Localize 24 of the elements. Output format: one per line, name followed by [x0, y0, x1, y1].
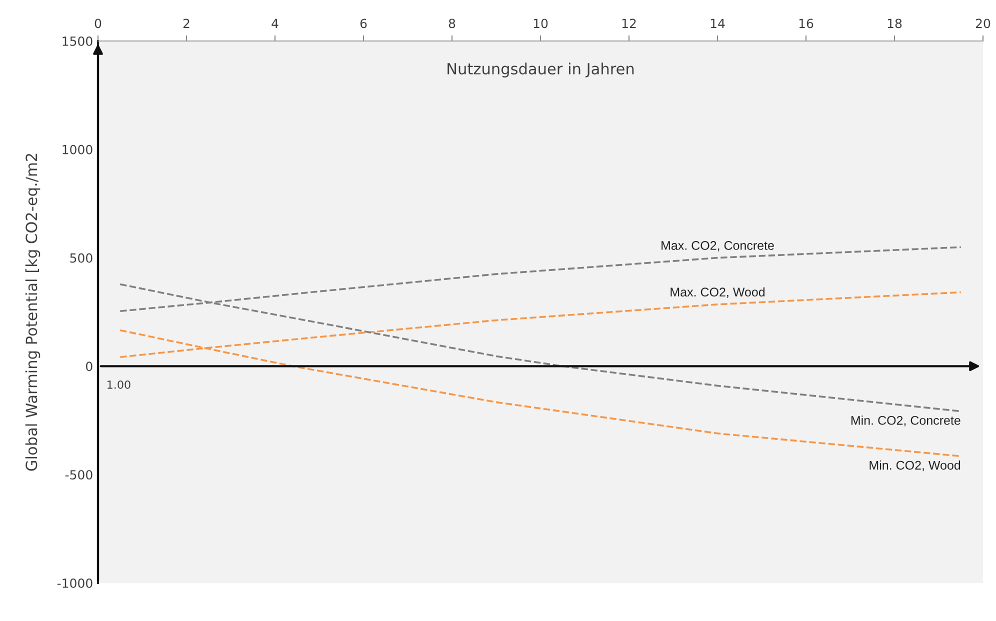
- y-tick-label: -1000: [57, 578, 92, 588]
- y-axis-title: Global Warming Potential [kg CO2-eq./m2: [25, 154, 40, 471]
- annotation: 1.00: [108, 380, 130, 389]
- x-tick-label: 6: [360, 18, 367, 28]
- x-tick-label: 18: [888, 18, 902, 28]
- x-tick-label: 16: [799, 18, 814, 28]
- y-tick-label: 1000: [62, 144, 92, 154]
- x-tick-label: 20: [976, 18, 990, 28]
- x-axis-title: Nutzungsdauer in Jahren: [448, 62, 634, 78]
- x-tick-label: 10: [534, 18, 548, 28]
- x-tick-label: 14: [710, 18, 725, 28]
- series-label: Min. CO2, Concrete: [851, 416, 960, 426]
- x-tick-label: 0: [94, 18, 102, 28]
- series-label: Max. CO2, Concrete: [662, 241, 774, 252]
- y-tick-label: 500: [70, 253, 92, 263]
- series-label: Min. CO2, Wood: [870, 460, 960, 472]
- series-label: Max. CO2, Wood: [670, 287, 765, 298]
- y-tick-label: 1500: [62, 36, 92, 46]
- y-tick-label: -500: [65, 470, 92, 480]
- x-tick-label: 2: [183, 18, 190, 28]
- x-tick-label: 12: [622, 18, 636, 28]
- x-tick-label: 8: [448, 18, 456, 28]
- y-tick-label: 0: [86, 362, 92, 372]
- x-tick-label: 4: [272, 18, 278, 28]
